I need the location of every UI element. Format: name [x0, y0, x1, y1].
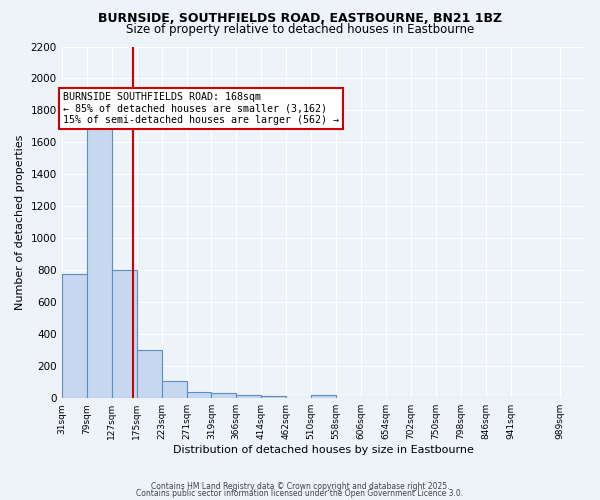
Bar: [112, 270, 137, 398]
Bar: [211, 394, 236, 398]
Text: Contains public sector information licensed under the Open Government Licence 3.: Contains public sector information licen…: [136, 488, 464, 498]
Text: BURNSIDE, SOUTHFIELDS ROAD, EASTBOURNE, BN21 1BZ: BURNSIDE, SOUTHFIELDS ROAD, EASTBOURNE, …: [98, 12, 502, 26]
Bar: [137, 350, 161, 398]
Bar: [187, 392, 211, 398]
Bar: [236, 396, 261, 398]
Bar: [161, 380, 187, 398]
Bar: [311, 396, 336, 398]
X-axis label: Distribution of detached houses by size in Eastbourne: Distribution of detached houses by size …: [173, 445, 474, 455]
Y-axis label: Number of detached properties: Number of detached properties: [15, 134, 25, 310]
Bar: [86, 128, 112, 398]
Bar: [261, 396, 286, 398]
Text: BURNSIDE SOUTHFIELDS ROAD: 168sqm
← 85% of detached houses are smaller (3,162)
1: BURNSIDE SOUTHFIELDS ROAD: 168sqm ← 85% …: [63, 92, 339, 126]
Text: Contains HM Land Registry data © Crown copyright and database right 2025.: Contains HM Land Registry data © Crown c…: [151, 482, 449, 491]
Bar: [62, 274, 86, 398]
Text: Size of property relative to detached houses in Eastbourne: Size of property relative to detached ho…: [126, 22, 474, 36]
